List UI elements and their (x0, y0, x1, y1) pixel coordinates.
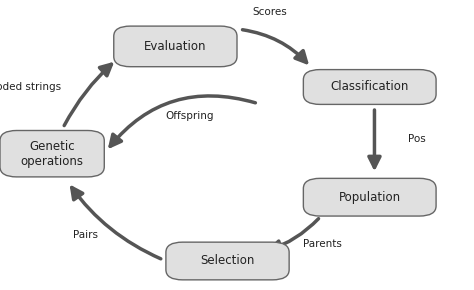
FancyArrowPatch shape (110, 96, 255, 146)
Text: Population: Population (338, 191, 401, 204)
FancyBboxPatch shape (303, 70, 436, 104)
FancyBboxPatch shape (166, 242, 289, 280)
FancyArrowPatch shape (270, 219, 319, 252)
Text: Scores: Scores (253, 7, 288, 17)
Text: Offspring: Offspring (165, 111, 214, 121)
FancyArrowPatch shape (243, 30, 307, 63)
FancyBboxPatch shape (114, 26, 237, 67)
Text: Pos: Pos (408, 134, 426, 144)
FancyBboxPatch shape (0, 130, 104, 177)
Text: Decoded strings: Decoded strings (0, 82, 62, 92)
Text: Evaluation: Evaluation (144, 40, 207, 53)
FancyArrowPatch shape (72, 188, 161, 259)
Text: Classification: Classification (330, 81, 409, 93)
Text: Genetic
operations: Genetic operations (21, 140, 83, 168)
Text: Parents: Parents (303, 239, 342, 249)
FancyArrowPatch shape (369, 110, 380, 167)
FancyArrowPatch shape (64, 64, 111, 126)
Text: Selection: Selection (201, 255, 255, 267)
FancyBboxPatch shape (303, 178, 436, 216)
Text: Pairs: Pairs (73, 230, 98, 240)
